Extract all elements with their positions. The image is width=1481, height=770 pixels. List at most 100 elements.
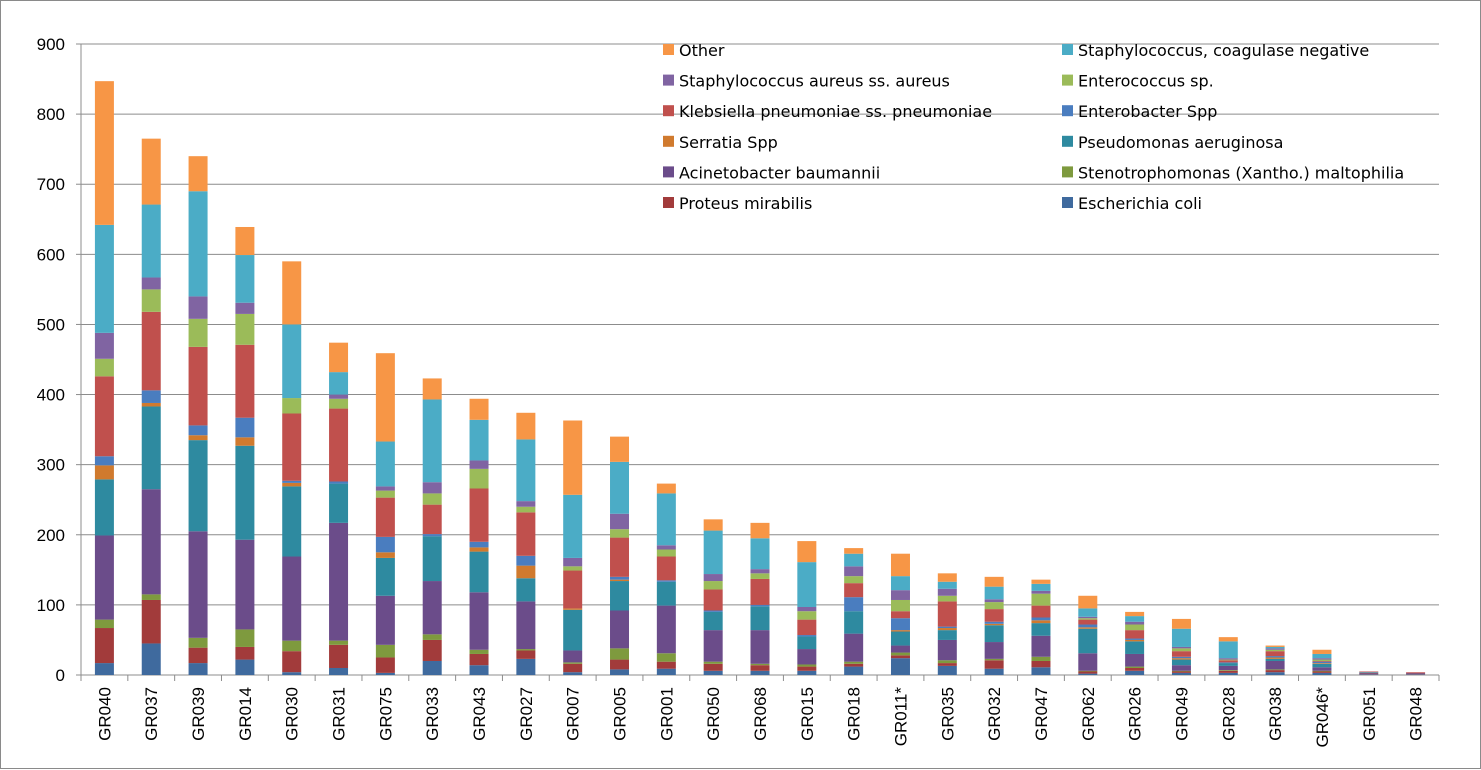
bar-segment — [469, 460, 489, 469]
bar-segment — [844, 663, 864, 667]
bar-segment — [329, 483, 349, 523]
bar-segment — [890, 599, 910, 612]
bar-segment — [516, 601, 536, 650]
bar-segment — [235, 313, 255, 345]
bar-segment — [610, 659, 630, 670]
bar-segment — [890, 618, 910, 631]
bar-segment — [1078, 618, 1098, 620]
bar-segment — [282, 672, 302, 675]
bar-segment — [656, 483, 676, 494]
bar-segment — [188, 425, 208, 436]
y-tick-label: 400 — [37, 386, 65, 405]
bar-segment — [937, 581, 957, 589]
bar-segment — [1078, 619, 1098, 625]
legend-entry-label: Staphylococcus, coagulase negative — [1078, 41, 1369, 60]
legend-swatch — [663, 166, 674, 178]
bar-segment — [375, 441, 395, 487]
bar-segment — [703, 530, 723, 575]
bar-segment — [235, 417, 255, 438]
bar-segment — [1218, 663, 1238, 666]
bar-segment — [797, 636, 817, 650]
bar-segment — [750, 569, 770, 574]
bar-segment — [1218, 659, 1238, 661]
legend-entry-label: Stenotrophomonas (Xantho.) maltophilia — [1078, 163, 1404, 182]
bar-segment — [235, 445, 255, 540]
bar-segment — [610, 436, 630, 462]
bar-segment — [610, 461, 630, 514]
bar-segment — [375, 644, 395, 658]
bar-segment — [844, 611, 864, 634]
x-tick-label: GR011* — [891, 687, 910, 747]
legend-swatch — [663, 74, 674, 86]
bar-segment — [1359, 672, 1379, 673]
bar-segment — [469, 653, 489, 666]
bar-segment — [469, 541, 489, 548]
bar-segment — [797, 606, 817, 612]
legend-swatch — [1062, 74, 1073, 86]
bar-segment — [1359, 672, 1379, 674]
bar-segment — [937, 595, 957, 602]
bar-segment — [469, 649, 489, 654]
bar-segment — [890, 655, 910, 659]
x-tick-label: GR039 — [189, 687, 208, 741]
bar-segment — [1125, 641, 1145, 654]
bar-segment — [235, 646, 255, 660]
bar-segment — [1171, 646, 1191, 649]
bar-segment — [282, 486, 302, 557]
bar-segment — [563, 557, 583, 567]
bar-segment — [1359, 674, 1379, 675]
bar-segment — [141, 406, 161, 490]
bar-segment — [1265, 645, 1285, 647]
bar-segment — [1078, 616, 1098, 619]
bar-segment — [750, 670, 770, 675]
bar-segment — [797, 649, 817, 665]
bar-segment — [422, 534, 442, 537]
bar-segment — [141, 599, 161, 644]
x-tick-label: GR051 — [1360, 687, 1379, 741]
bar-segment — [282, 398, 302, 414]
bar-segment — [797, 541, 817, 563]
bar-segment — [94, 81, 114, 225]
bar-segment — [188, 663, 208, 675]
legend-entry-label: Proteus mirabilis — [679, 194, 812, 213]
bar-segment — [563, 420, 583, 495]
bar-segment — [188, 318, 208, 347]
bar-segment — [1125, 611, 1145, 617]
bar-segment — [1078, 673, 1098, 675]
bar-segment — [1125, 666, 1145, 668]
bar-segment — [797, 670, 817, 675]
x-tick-label: GR048 — [1407, 687, 1426, 741]
bar-segment — [890, 630, 910, 632]
bar-segment — [984, 602, 1004, 610]
bar-segment — [984, 609, 1004, 622]
bar-segment — [844, 633, 864, 662]
bar-segment — [563, 663, 583, 673]
legend-swatch — [663, 135, 674, 147]
x-tick-label: GR050 — [704, 687, 723, 741]
bar-segment — [141, 289, 161, 312]
bar-segment — [188, 191, 208, 297]
bar-segment — [282, 556, 302, 641]
bar-segment — [329, 522, 349, 641]
bar-segment — [282, 482, 302, 487]
bar-segment — [94, 663, 114, 675]
bar-segment — [563, 650, 583, 663]
bar-segment — [329, 667, 349, 675]
bar-segment — [1359, 673, 1379, 675]
bar-segment — [1312, 672, 1332, 675]
y-tick-label: 500 — [37, 315, 65, 334]
bar-segment — [1078, 608, 1098, 617]
bar-segment — [656, 549, 676, 557]
bar-segment — [844, 576, 864, 584]
bar-segment — [984, 599, 1004, 603]
bar-segment — [329, 372, 349, 395]
bar-segment — [1031, 617, 1051, 621]
bar-segment — [94, 332, 114, 359]
bar-segment — [984, 625, 1004, 643]
bar-segment — [1031, 605, 1051, 618]
bar-segment — [516, 649, 536, 651]
x-tick-label: GR015 — [798, 687, 817, 741]
y-tick-label: 300 — [37, 456, 65, 475]
bar-segment — [1125, 670, 1145, 675]
